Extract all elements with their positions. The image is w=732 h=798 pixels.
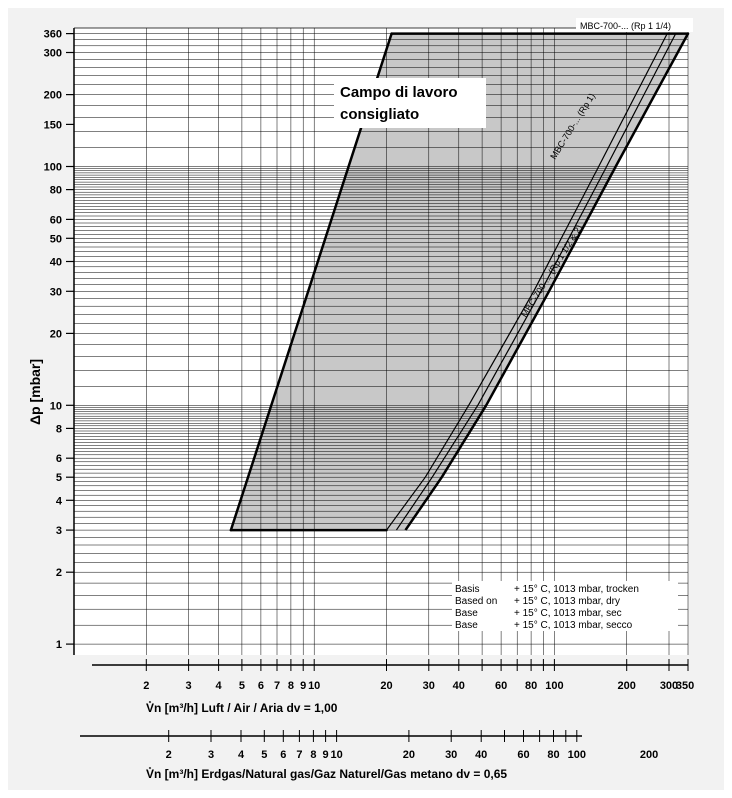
x-tick-label: 200 bbox=[618, 680, 636, 692]
x2-tick-label: 2 bbox=[166, 749, 172, 761]
x-tick-label: 6 bbox=[258, 680, 264, 692]
series-group bbox=[386, 33, 690, 531]
note-value-1: + 15° C, 1013 mbar, trocken bbox=[514, 584, 639, 595]
y-tick-label: 60 bbox=[50, 214, 62, 226]
x2-tick-label: 80 bbox=[547, 749, 559, 761]
x-tick-label: 7 bbox=[274, 680, 280, 692]
y-tick-label: 150 bbox=[44, 119, 62, 131]
x2-tick-label: 20 bbox=[403, 749, 415, 761]
note-key-1: Basis bbox=[455, 584, 479, 595]
y-tick-label: 40 bbox=[50, 257, 62, 269]
region-label-box bbox=[334, 78, 486, 128]
x2-tick-label: 7 bbox=[296, 749, 302, 761]
x-tick-label: 60 bbox=[495, 680, 507, 692]
y-tick-label: 200 bbox=[44, 90, 62, 102]
x2-tick-label: 8 bbox=[310, 749, 316, 761]
x2-tick-label: 4 bbox=[238, 749, 245, 761]
note-key-2: Based on bbox=[455, 596, 497, 607]
y-tick-label: 100 bbox=[44, 162, 62, 174]
series-line-rp112 bbox=[404, 33, 690, 531]
x-tick-label: 8 bbox=[288, 680, 294, 692]
y-tick-label: 8 bbox=[56, 423, 62, 435]
x-tick-label: 4 bbox=[216, 680, 223, 692]
y-tick-label: 1 bbox=[56, 639, 62, 651]
x-tick-label: 30 bbox=[423, 680, 435, 692]
x-tick-label: 2 bbox=[143, 680, 149, 692]
y-tick-label: 50 bbox=[50, 233, 62, 245]
y-tick-label: 300 bbox=[44, 48, 62, 60]
y-tick-label: 3 bbox=[56, 525, 62, 537]
note-value-2: + 15° C, 1013 mbar, dry bbox=[514, 596, 620, 607]
working-region-fill bbox=[230, 33, 688, 531]
conditions-note: Basis + 15° C, 1013 mbar, trocken Based … bbox=[455, 584, 639, 631]
y-tick-label: 4 bbox=[56, 495, 63, 507]
grid bbox=[74, 27, 689, 655]
y-tick-label: 5 bbox=[56, 472, 62, 484]
x2-tick-label: 60 bbox=[517, 749, 529, 761]
y-tick-label: 360 bbox=[44, 29, 62, 41]
x-tick-label: 5 bbox=[239, 680, 245, 692]
note-key-4: Base bbox=[455, 620, 478, 631]
y-tick-label: 20 bbox=[50, 328, 62, 340]
x-tick-label: 3 bbox=[186, 680, 192, 692]
axes bbox=[66, 28, 75, 655]
x2-tick-label: 3 bbox=[208, 749, 214, 761]
x-tick-label: 20 bbox=[380, 680, 392, 692]
x-axis-label: V̊n [m³/h] Luft / Air / Aria dv = 1,00 bbox=[146, 700, 338, 715]
x-tick-label: 10 bbox=[308, 680, 320, 692]
x-tick-label: 9 bbox=[300, 680, 306, 692]
y-tick-label: 80 bbox=[50, 185, 62, 197]
x2-tick-label: 30 bbox=[445, 749, 457, 761]
x-tick-label: 40 bbox=[453, 680, 465, 692]
x-axis-2: 2 3 4 5 6 7 8 9 10 20 30 40 60 80 100 200 bbox=[80, 730, 658, 761]
series-line-rp1 bbox=[395, 33, 677, 531]
region-label-line2: consigliato bbox=[340, 106, 419, 123]
note-value-4: + 15° C, 1013 mbar, secco bbox=[514, 620, 633, 631]
note-key-3: Base bbox=[455, 608, 478, 619]
y-tick-label: 6 bbox=[56, 453, 62, 465]
y-axis-label: Δp [mbar] bbox=[27, 359, 43, 425]
x2-tick-label: 40 bbox=[475, 749, 487, 761]
x-tick-label: 100 bbox=[545, 680, 563, 692]
x-tick-label: 80 bbox=[525, 680, 537, 692]
x2-tick-label: 9 bbox=[323, 749, 329, 761]
x2-tick-label: 10 bbox=[330, 749, 342, 761]
conditions-note-box bbox=[452, 581, 678, 631]
x2-tick-label: 200 bbox=[640, 749, 658, 761]
series-label-rp114: MBC-700-... (Rp 1 1/4) bbox=[580, 21, 671, 31]
x2-tick-label: 5 bbox=[261, 749, 267, 761]
y-tick-label: 30 bbox=[50, 286, 62, 298]
region-label-line1: Campo di lavoro bbox=[340, 84, 458, 101]
x-tick-label: 350 bbox=[676, 680, 694, 692]
x-tick-label: 300 bbox=[660, 680, 678, 692]
y-tick-labels: 1 2 3 4 5 6 8 10 20 30 40 50 60 80 100 150 200 300 360 bbox=[44, 29, 63, 651]
series-line-rp114 bbox=[386, 33, 668, 531]
note-value-3: + 15° C, 1013 mbar, sec bbox=[514, 608, 622, 619]
series-label-rp114-box bbox=[576, 18, 693, 32]
x2-tick-label: 100 bbox=[568, 749, 586, 761]
y-tick-label: 10 bbox=[50, 400, 62, 412]
y-tick-label: 2 bbox=[56, 567, 62, 579]
x2-tick-label: 6 bbox=[280, 749, 286, 761]
x-axis-label-2: V̊n [m³/h] Erdgas/Natural gas/Gaz Nature… bbox=[146, 766, 507, 781]
